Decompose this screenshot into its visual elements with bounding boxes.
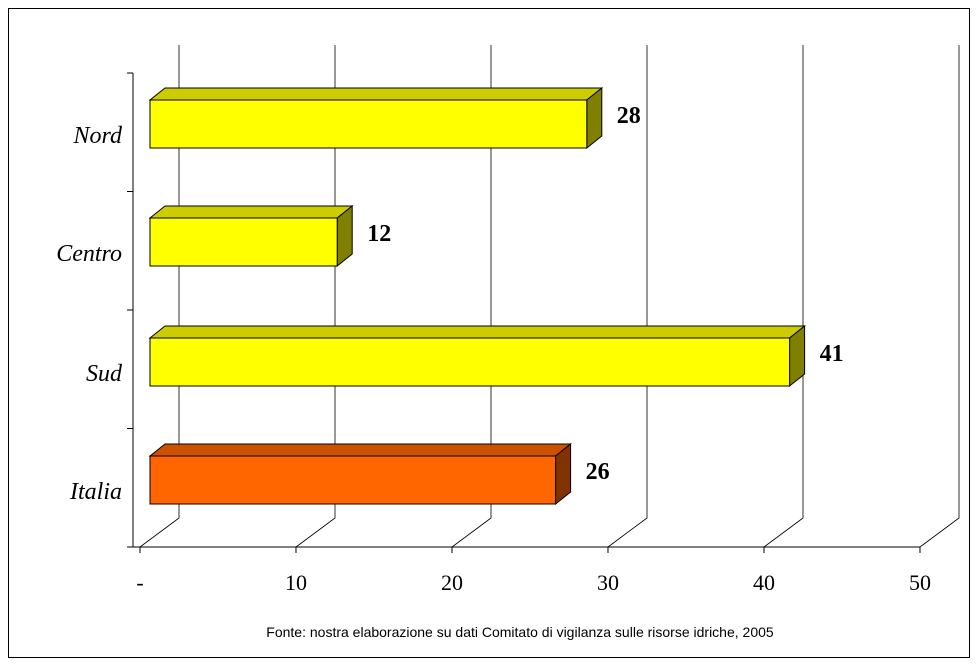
value-label: 41 [820, 341, 844, 367]
grid-line [451, 45, 492, 548]
x-tick-label: 30 [597, 570, 619, 595]
grid-line [295, 45, 336, 548]
bar-top [148, 443, 573, 457]
grid-line [607, 45, 648, 548]
bar [148, 86, 604, 150]
bar [148, 324, 807, 388]
bar-front [149, 99, 588, 149]
grid-line [919, 45, 960, 548]
grid-line [763, 45, 804, 548]
value-label: 28 [617, 103, 641, 129]
bar [148, 204, 354, 268]
bar-top [148, 205, 354, 219]
x-tick-label: 20 [441, 570, 463, 595]
source-note: Fonte: nostra elaborazione su dati Comit… [266, 624, 774, 640]
grid-line [139, 45, 180, 548]
category-label: Sud [86, 361, 123, 387]
category-label: Centro [56, 241, 122, 267]
category-label: Italia [69, 479, 122, 505]
x-tick-label: 40 [753, 570, 775, 595]
bar-front [149, 217, 338, 267]
value-label: 26 [586, 459, 610, 485]
x-tick-label: 10 [285, 570, 307, 595]
value-label: 12 [367, 221, 391, 247]
bar [148, 442, 573, 506]
bar-front [149, 337, 791, 387]
bar-top [148, 87, 604, 101]
bar-front [149, 455, 557, 505]
bar-top [148, 325, 807, 339]
category-label: Nord [73, 123, 123, 149]
x-tick-label: - [136, 570, 143, 595]
x-tick-label: 50 [909, 570, 931, 595]
